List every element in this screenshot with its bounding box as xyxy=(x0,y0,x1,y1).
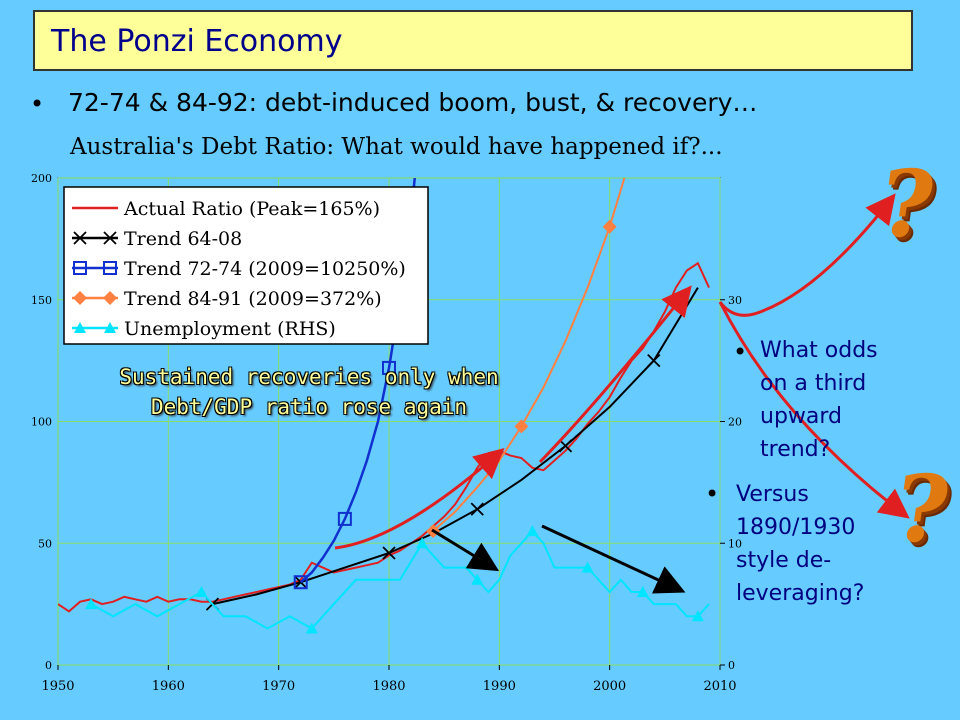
data-point-marker xyxy=(85,598,98,610)
x-tick-label: 1970 xyxy=(262,679,295,694)
legend-marker xyxy=(103,231,117,245)
data-point-marker xyxy=(558,439,573,453)
data-point-marker xyxy=(581,561,594,573)
side-bullet-versus: Versus 1890/1930 style de- leveraging? xyxy=(736,482,865,606)
data-point-marker xyxy=(471,573,484,585)
data-point-marker xyxy=(382,360,396,375)
x-tick-label: 1990 xyxy=(483,679,516,694)
data-point-marker xyxy=(293,575,308,590)
title-box: The Ponzi Economy xyxy=(33,10,913,71)
data-point-marker xyxy=(514,419,529,434)
legend: Actual Ratio (Peak=165%) Trend 64-08 Trend… xyxy=(63,186,429,345)
series-line-1 xyxy=(212,287,699,606)
data-point-marker xyxy=(416,537,429,549)
red-arrow-recovery-1 xyxy=(334,448,505,550)
legend-label: Trend 84-91 (2009=372%) xyxy=(124,288,382,310)
legend-marker xyxy=(103,261,117,275)
slide-title: The Ponzi Economy xyxy=(51,24,343,59)
data-point-marker xyxy=(337,511,352,526)
x-tick-label: 1960 xyxy=(152,679,185,694)
data-point-marker xyxy=(691,610,704,622)
y-right-tick-label: 10 xyxy=(728,537,742,550)
legend-label: Trend 72-74 (2009=10250%) xyxy=(124,258,406,280)
data-point-marker xyxy=(647,353,661,368)
legend-marker xyxy=(103,291,117,305)
data-point-marker xyxy=(470,502,484,516)
red-arrow-to-question-2 xyxy=(718,301,910,519)
data-point-marker xyxy=(382,546,396,560)
x-tick-label: 2000 xyxy=(593,679,626,694)
x-tick-label: 2010 xyxy=(703,679,736,694)
chart-title: Australia's Debt Ratio: What would have … xyxy=(69,134,723,160)
legend-marker xyxy=(73,261,87,275)
series-line-3 xyxy=(432,178,626,532)
y-left-tick-label: 200 xyxy=(31,172,52,185)
x-tick-label: 1980 xyxy=(372,679,405,694)
legend-box xyxy=(63,186,429,345)
y-right-tick-label: 0 xyxy=(728,659,735,672)
y-right-tick-label: 20 xyxy=(728,416,742,429)
legend-label: Trend 64-08 xyxy=(124,228,242,250)
axes: 1950 1960 1970 1980 1990 2000 2010050100150200… xyxy=(31,172,742,694)
bullet-glyph-odds: • xyxy=(733,338,748,366)
legend-label: Actual Ratio (Peak=165%) xyxy=(123,198,380,220)
x-tick-label: 1950 xyxy=(41,679,74,694)
legend-label: Unemployment (RHS) xyxy=(124,318,336,340)
side-bullet-odds: What odds on a third upward trend? xyxy=(760,338,878,462)
annotation-arrows xyxy=(334,193,910,594)
data-point-marker xyxy=(602,219,617,234)
y-right-tick-label: 30 xyxy=(728,294,742,307)
data-point-marker xyxy=(636,585,649,597)
y-left-tick-label: 50 xyxy=(38,537,52,550)
series-line-4 xyxy=(90,529,710,630)
callout-text: Sustained recoveries only when Debt/GDP … xyxy=(119,365,499,419)
legend-marker xyxy=(74,322,86,333)
y-left-tick-label: 0 xyxy=(45,659,52,672)
legend-marker xyxy=(73,291,87,305)
black-arrow-bust-2 xyxy=(541,524,686,594)
y-left-tick-label: 100 xyxy=(31,416,52,429)
bullet-glyph-main: • xyxy=(30,90,45,118)
data-point-marker xyxy=(195,585,208,597)
data-point-marker xyxy=(305,622,318,634)
data-point-marker xyxy=(526,525,539,537)
main-bullet-text: 72-74 & 84-92: debt-induced boom, bust, … xyxy=(68,88,758,117)
legend-marker xyxy=(73,231,87,245)
legend-marker xyxy=(104,322,116,333)
y-left-tick-label: 150 xyxy=(31,294,52,307)
red-arrow-to-question-1 xyxy=(718,193,896,317)
bullet-glyph-versus: • xyxy=(705,480,720,508)
black-arrow-bust-1 xyxy=(431,528,500,572)
red-arrow-recovery-2 xyxy=(538,285,692,464)
